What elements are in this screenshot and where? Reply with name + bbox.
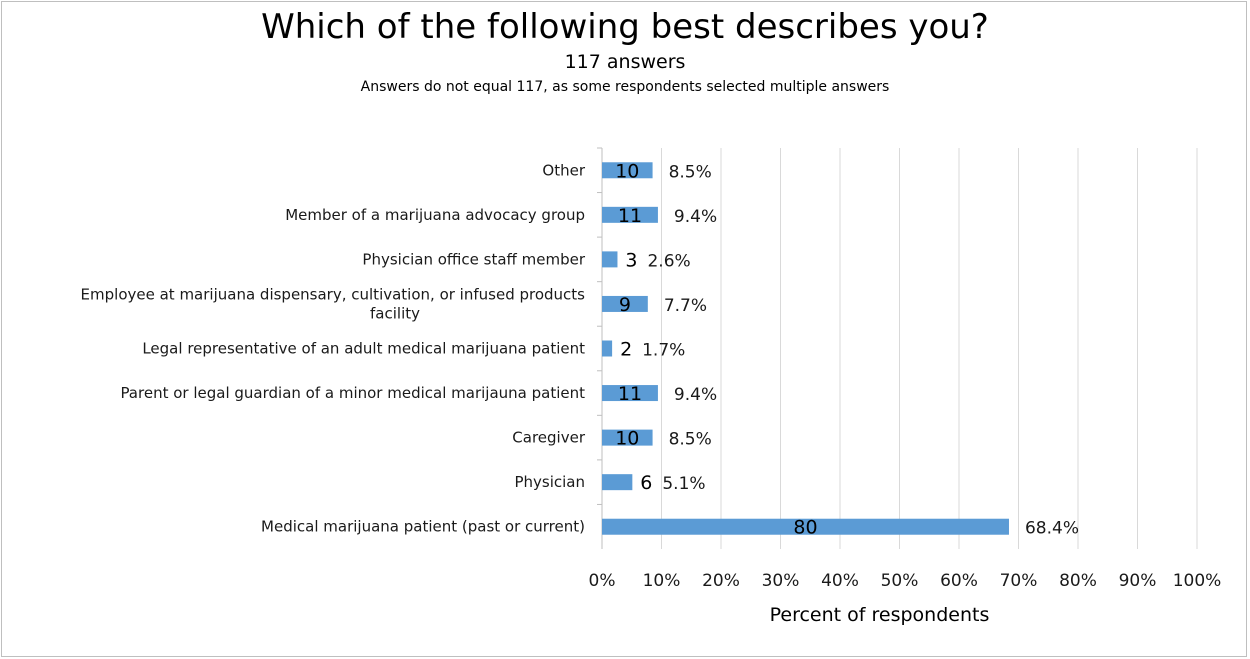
chart-title: Which of the following best describes yo… <box>261 7 989 47</box>
bar <box>602 340 613 357</box>
x-tick-label: 80% <box>1059 571 1097 591</box>
x-tick-label: 60% <box>940 571 978 591</box>
count-label: 11 <box>618 383 642 405</box>
count-label: 10 <box>615 160 639 182</box>
category-label: Physician office staff member <box>362 250 585 268</box>
percent-label: 68.4% <box>1025 519 1079 539</box>
chart-subtitle: 117 answers <box>564 51 686 73</box>
x-tick-label: 100% <box>1173 571 1222 591</box>
x-tick-label: 50% <box>881 571 919 591</box>
x-tick-label: 30% <box>762 571 800 591</box>
x-tick-label: 0% <box>589 571 616 591</box>
percent-label: 8.5% <box>669 430 712 450</box>
bar <box>602 162 653 179</box>
count-label: 10 <box>615 428 639 450</box>
bar <box>602 251 618 268</box>
count-label: 3 <box>625 249 637 271</box>
bar <box>602 295 648 312</box>
percent-label: 5.1% <box>662 474 705 494</box>
count-label: 2 <box>620 339 632 361</box>
category-label: Parent or legal guardian of a minor medi… <box>120 384 585 402</box>
percent-label: 9.4% <box>674 385 717 405</box>
bar <box>602 474 633 491</box>
bar <box>602 518 1009 535</box>
x-tick-label: 90% <box>1119 571 1157 591</box>
x-tick-label: 10% <box>643 571 681 591</box>
percent-label: 1.7% <box>642 341 685 361</box>
category-label: Caregiver <box>512 429 586 447</box>
percent-label: 7.7% <box>664 296 707 316</box>
count-label: 80 <box>793 517 817 539</box>
bar <box>602 429 653 446</box>
count-label: 9 <box>619 294 631 316</box>
bar <box>602 206 658 223</box>
category-label: Other <box>542 161 585 179</box>
x-tick-label: 40% <box>821 571 859 591</box>
x-tick-label: 70% <box>1000 571 1038 591</box>
category-label: Legal representative of an adult medical… <box>142 340 585 358</box>
bar <box>602 385 658 402</box>
category-label: Medical marijuana patient (past or curre… <box>261 518 585 536</box>
x-axis-title: Percent of respondents <box>770 604 990 626</box>
category-label: Employee at marijuana dispensary, cultiv… <box>81 285 586 322</box>
percent-label: 8.5% <box>669 162 712 182</box>
category-label: Physician <box>514 473 585 491</box>
chart-note: Answers do not equal 117, as some respon… <box>360 79 890 95</box>
category-label: Member of a marijuana advocacy group <box>285 206 585 224</box>
x-tick-label: 20% <box>702 571 740 591</box>
count-label: 11 <box>618 205 642 227</box>
percent-label: 2.6% <box>647 251 690 271</box>
count-label: 6 <box>640 472 652 494</box>
percent-label: 9.4% <box>674 207 717 227</box>
